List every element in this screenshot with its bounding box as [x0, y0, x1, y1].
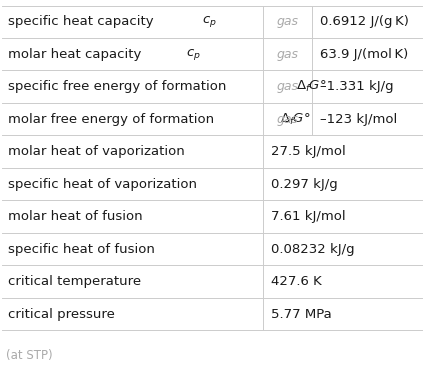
Text: 5.77 MPa: 5.77 MPa [271, 308, 332, 320]
Text: molar free energy of formation: molar free energy of formation [8, 113, 219, 126]
Text: critical pressure: critical pressure [8, 308, 115, 320]
Text: 7.61 kJ/mol: 7.61 kJ/mol [271, 210, 346, 223]
Text: $c_p$: $c_p$ [202, 14, 217, 29]
Text: specific heat of fusion: specific heat of fusion [8, 243, 155, 255]
Text: specific free energy of formation: specific free energy of formation [8, 80, 231, 93]
Text: specific heat capacity: specific heat capacity [8, 15, 158, 28]
Text: 427.6 K: 427.6 K [271, 275, 322, 288]
Text: –123 kJ/mol: –123 kJ/mol [320, 113, 397, 126]
Text: 0.08232 kJ/g: 0.08232 kJ/g [271, 243, 355, 255]
Text: $\Delta_f G°$: $\Delta_f G°$ [280, 112, 310, 127]
Text: molar heat of fusion: molar heat of fusion [8, 210, 143, 223]
Text: 63.9 J/(mol K): 63.9 J/(mol K) [320, 48, 408, 61]
Text: (at STP): (at STP) [6, 349, 53, 363]
Text: specific heat of vaporization: specific heat of vaporization [8, 178, 198, 190]
Text: critical temperature: critical temperature [8, 275, 142, 288]
Text: gas: gas [276, 48, 298, 61]
Text: 27.5 kJ/mol: 27.5 kJ/mol [271, 145, 346, 158]
Text: gas: gas [276, 113, 298, 126]
Text: $c_p$: $c_p$ [186, 47, 201, 62]
Text: molar heat capacity: molar heat capacity [8, 48, 146, 61]
Text: gas: gas [276, 80, 298, 93]
Text: molar heat of vaporization: molar heat of vaporization [8, 145, 185, 158]
Text: $\Delta_f G°$: $\Delta_f G°$ [296, 79, 326, 94]
Text: 0.297 kJ/g: 0.297 kJ/g [271, 178, 338, 190]
Text: gas: gas [276, 15, 298, 28]
Text: –1.331 kJ/g: –1.331 kJ/g [320, 80, 394, 93]
Text: 0.6912 J/(g K): 0.6912 J/(g K) [320, 15, 409, 28]
